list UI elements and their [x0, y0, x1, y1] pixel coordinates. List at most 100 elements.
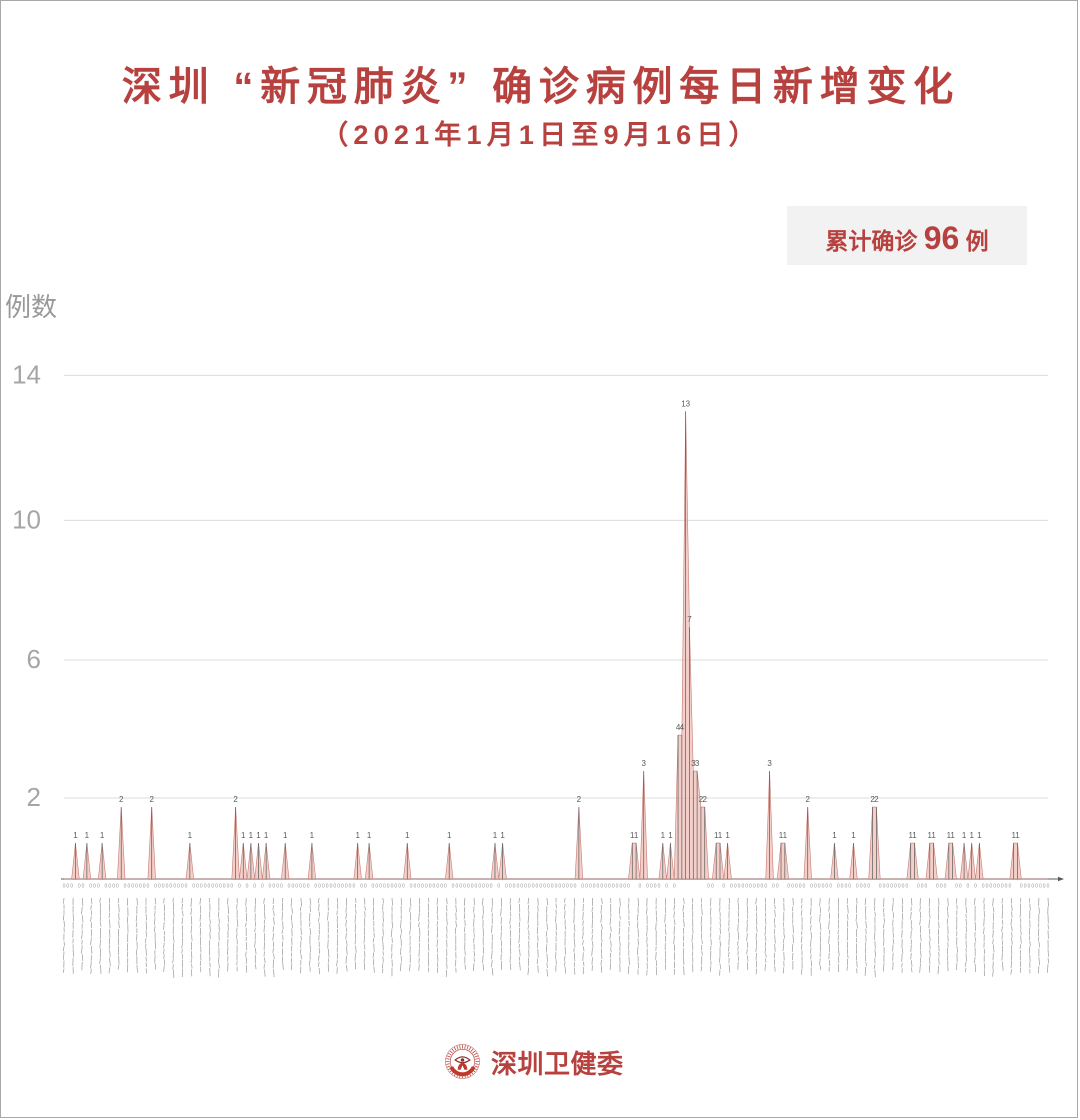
svg-text:1: 1: [832, 831, 837, 840]
svg-text:1: 1: [283, 831, 288, 840]
svg-text:0: 0: [940, 884, 943, 890]
svg-text:0: 0: [741, 884, 744, 890]
svg-text:0: 0: [230, 884, 233, 890]
svg-text:0: 0: [349, 884, 352, 890]
svg-text:0: 0: [455, 884, 458, 890]
svg-text:0: 0: [898, 884, 901, 890]
svg-text:0: 0: [848, 884, 851, 890]
svg-text:0: 0: [753, 884, 756, 890]
svg-text:0: 0: [825, 884, 828, 890]
svg-text:0: 0: [307, 884, 310, 890]
svg-text:0: 0: [383, 884, 386, 890]
svg-text:0: 0: [711, 884, 714, 890]
svg-text:0: 0: [116, 884, 119, 890]
svg-text:0: 0: [192, 884, 195, 890]
svg-text:0: 0: [585, 884, 588, 890]
svg-text:1: 1: [634, 831, 639, 840]
svg-text:0: 0: [547, 884, 550, 890]
svg-text:0: 0: [185, 884, 188, 890]
svg-text:0: 0: [757, 884, 760, 890]
svg-text:0: 0: [799, 884, 802, 890]
svg-text:0: 0: [600, 884, 603, 890]
svg-text:0: 0: [269, 884, 272, 890]
svg-text:1: 1: [85, 831, 90, 840]
svg-text:0: 0: [623, 884, 626, 890]
svg-text:0: 0: [665, 884, 668, 890]
svg-text:0: 0: [829, 884, 832, 890]
svg-text:0: 0: [639, 884, 642, 890]
svg-text:2: 2: [805, 795, 810, 804]
svg-text:0: 0: [387, 884, 390, 890]
svg-text:1: 1: [249, 831, 254, 840]
svg-text:0: 0: [394, 884, 397, 890]
svg-text:4: 4: [680, 723, 685, 732]
svg-text:0: 0: [894, 884, 897, 890]
svg-text:0: 0: [772, 884, 775, 890]
svg-text:0: 0: [475, 884, 478, 890]
svg-text:0: 0: [879, 884, 882, 890]
svg-text:0: 0: [791, 884, 794, 890]
svg-text:0: 0: [421, 884, 424, 890]
svg-text:0: 0: [314, 884, 317, 890]
svg-text:0: 0: [402, 884, 405, 890]
svg-text:0: 0: [166, 884, 169, 890]
svg-text:3: 3: [695, 759, 700, 768]
svg-text:0: 0: [936, 884, 939, 890]
svg-text:0: 0: [555, 884, 558, 890]
svg-text:0: 0: [520, 884, 523, 890]
svg-text:0: 0: [730, 884, 733, 890]
svg-text:0: 0: [810, 884, 813, 890]
svg-text:0: 0: [181, 884, 184, 890]
svg-text:0: 0: [944, 884, 947, 890]
svg-text:0: 0: [112, 884, 115, 890]
svg-text:3: 3: [641, 759, 646, 768]
svg-text:0: 0: [440, 884, 443, 890]
svg-text:0: 0: [989, 884, 992, 890]
svg-text:1: 1: [931, 831, 936, 840]
svg-text:0: 0: [516, 884, 519, 890]
svg-text:0: 0: [124, 884, 127, 890]
svg-text:0: 0: [612, 884, 615, 890]
svg-text:0: 0: [505, 884, 508, 890]
svg-text:0: 0: [337, 884, 340, 890]
svg-text:1: 1: [783, 831, 788, 840]
svg-text:0: 0: [562, 884, 565, 890]
svg-text:0: 0: [372, 884, 375, 890]
svg-text:0: 0: [425, 884, 428, 890]
svg-text:0: 0: [459, 884, 462, 890]
svg-text:0: 0: [135, 884, 138, 890]
svg-text:0: 0: [616, 884, 619, 890]
svg-text:0: 0: [1005, 884, 1008, 890]
svg-text:2: 2: [703, 795, 708, 804]
svg-text:0: 0: [551, 884, 554, 890]
svg-text:0: 0: [650, 884, 653, 890]
svg-text:0: 0: [604, 884, 607, 890]
svg-text:0: 0: [543, 884, 546, 890]
svg-text:0: 0: [608, 884, 611, 890]
svg-text:0: 0: [803, 884, 806, 890]
svg-text:0: 0: [986, 884, 989, 890]
svg-text:0: 0: [291, 884, 294, 890]
svg-text:1: 1: [977, 831, 982, 840]
svg-text:0: 0: [261, 884, 264, 890]
svg-text:0: 0: [509, 884, 512, 890]
svg-text:0: 0: [745, 884, 748, 890]
svg-text:0: 0: [288, 884, 291, 890]
svg-text:0: 0: [211, 884, 214, 890]
svg-text:0: 0: [738, 884, 741, 890]
svg-text:0: 0: [436, 884, 439, 890]
svg-text:0: 0: [162, 884, 165, 890]
svg-text:0: 0: [433, 884, 436, 890]
svg-text:1: 1: [1015, 831, 1020, 840]
svg-text:2: 2: [149, 795, 154, 804]
svg-text:0: 0: [864, 884, 867, 890]
svg-text:0: 0: [539, 884, 542, 890]
svg-text:0: 0: [177, 884, 180, 890]
svg-text:3: 3: [767, 759, 772, 768]
svg-text:0: 0: [749, 884, 752, 890]
svg-text:0: 0: [66, 884, 69, 890]
svg-text:0: 0: [467, 884, 470, 890]
svg-text:0: 0: [1020, 884, 1023, 890]
svg-text:0: 0: [89, 884, 92, 890]
svg-text:0: 0: [204, 884, 207, 890]
